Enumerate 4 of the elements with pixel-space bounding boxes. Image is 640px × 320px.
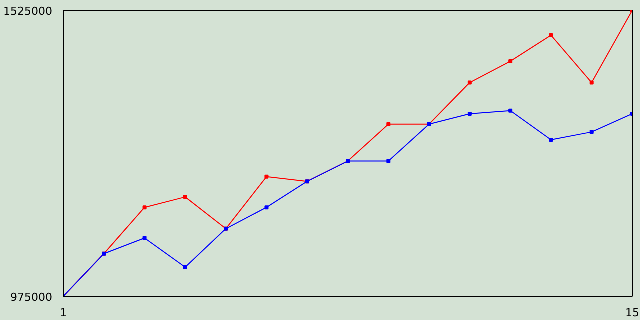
y-tick-label: 975000 [10, 291, 53, 304]
y-tick-label: 1525000 [4, 5, 53, 18]
x-tick-label: 15 [626, 306, 640, 320]
x-tick-label: 1 [60, 306, 67, 320]
